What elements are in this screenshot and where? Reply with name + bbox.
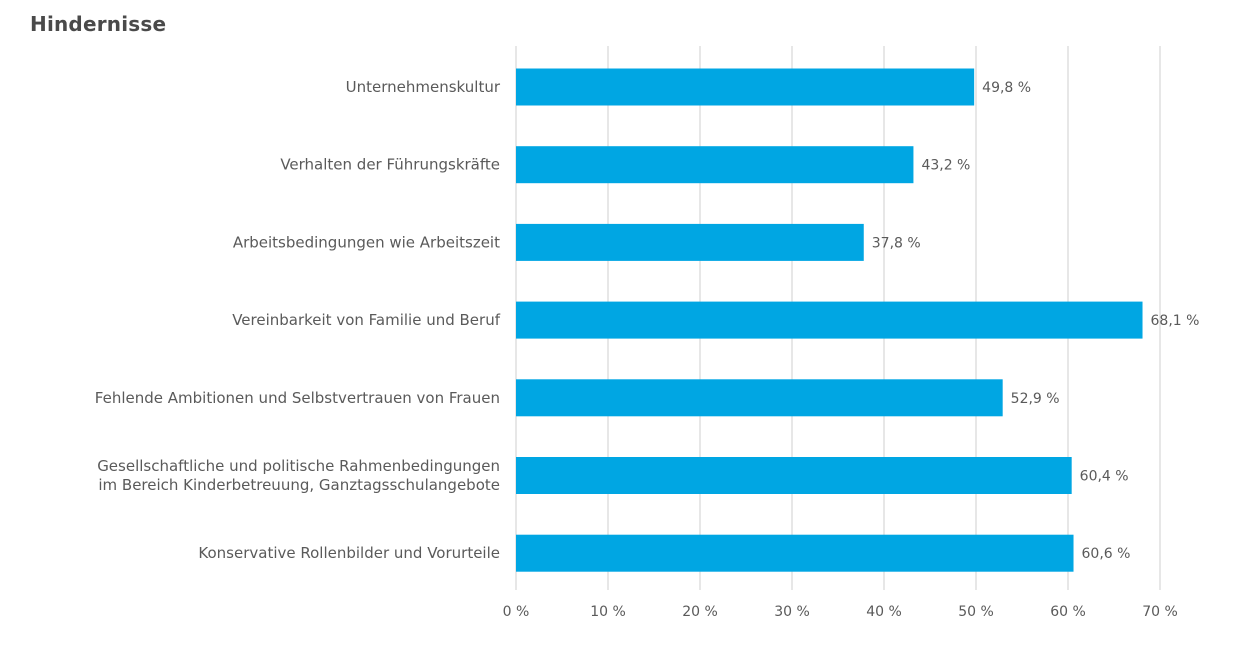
category-labels: Unternehmenskultur Verhalten der Führungs… [95,78,501,562]
x-tick-label: 30 % [774,604,810,620]
category-label: Fehlende Ambitionen und Selbstvertrauen … [95,389,500,407]
chart-title: Hindernisse [30,12,167,36]
data-label: 52,9 % [1011,391,1060,407]
category-label: Arbeitsbedingungen wie Arbeitszeit [233,233,500,251]
data-labels: 49,8 % 43,2 % 37,8 % 68,1 % 52,9 % 60,4 % 60,6… [872,80,1200,562]
bar [516,534,1074,572]
bar [516,457,1072,494]
x-axis-ticks: 0 % 10 % 20 % 30 % 40 % 50 % 60 % 70 % [503,604,1178,620]
data-label: 60,4 % [1080,469,1129,485]
bar [516,223,864,261]
x-tick-label: 70 % [1142,604,1178,620]
bar [516,301,1143,339]
category-label: Verhalten der Führungskräfte [280,156,500,174]
data-label: 68,1 % [1151,313,1200,329]
category-label: Unternehmenskultur [346,78,501,96]
category-label: Konservative Rollenbilder und Vorurteile [198,544,500,562]
data-label: 49,8 % [982,80,1031,96]
x-tick-label: 40 % [866,604,902,620]
bars [516,68,1143,572]
bar [516,146,914,184]
data-label: 37,8 % [872,235,921,251]
x-tick-label: 0 % [503,604,530,620]
x-tick-label: 60 % [1050,604,1086,620]
x-tick-label: 50 % [958,604,994,620]
x-tick-label: 20 % [682,604,718,620]
category-label: Vereinbarkeit von Familie und Beruf [232,311,501,329]
bar [516,379,1003,417]
x-tick-label: 10 % [590,604,626,620]
data-label: 60,6 % [1082,546,1131,562]
category-label: Gesellschaftliche und politische Rahmenb… [97,457,500,494]
bar [516,68,975,106]
data-label: 43,2 % [921,158,970,174]
